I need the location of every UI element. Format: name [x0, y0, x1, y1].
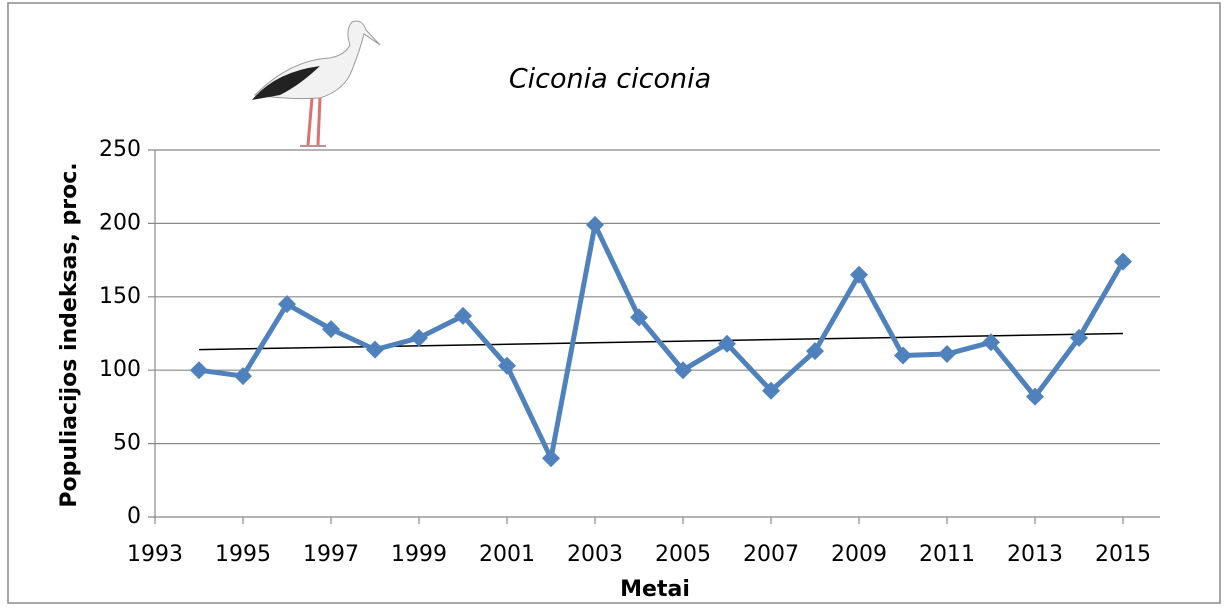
x-tick-label: 2009 [831, 542, 887, 567]
y-tick-label: 200 [99, 210, 141, 235]
x-tick-label: 1999 [391, 542, 447, 567]
x-tick-label: 2007 [743, 542, 799, 567]
x-axis-label: Metai [620, 577, 690, 602]
y-tick-label: 0 [127, 504, 141, 529]
x-tick-label: 1995 [215, 542, 271, 567]
chart: Ciconia ciconia Metai Populiacijos indek… [0, 0, 1228, 609]
stork-image [248, 10, 380, 150]
x-tick-label: 2015 [1095, 542, 1151, 567]
x-tick-label: 2011 [919, 542, 975, 567]
chart-title: Ciconia ciconia [509, 64, 711, 95]
x-tick-label: 2005 [655, 542, 711, 567]
x-tick-label: 2001 [479, 542, 535, 567]
y-tick-label: 50 [113, 431, 141, 456]
y-tick-label: 150 [99, 284, 141, 309]
x-tick-label: 1993 [127, 542, 183, 567]
y-tick-label: 250 [99, 137, 141, 162]
y-axis-label: Populiacijos indeksas, proc. [57, 162, 82, 507]
x-tick-label: 1997 [303, 542, 359, 567]
x-tick-label: 2003 [567, 542, 623, 567]
x-tick-label: 2013 [1007, 542, 1063, 567]
page: Ciconia ciconia Metai Populiacijos indek… [0, 0, 1228, 613]
y-tick-label: 100 [99, 357, 141, 382]
